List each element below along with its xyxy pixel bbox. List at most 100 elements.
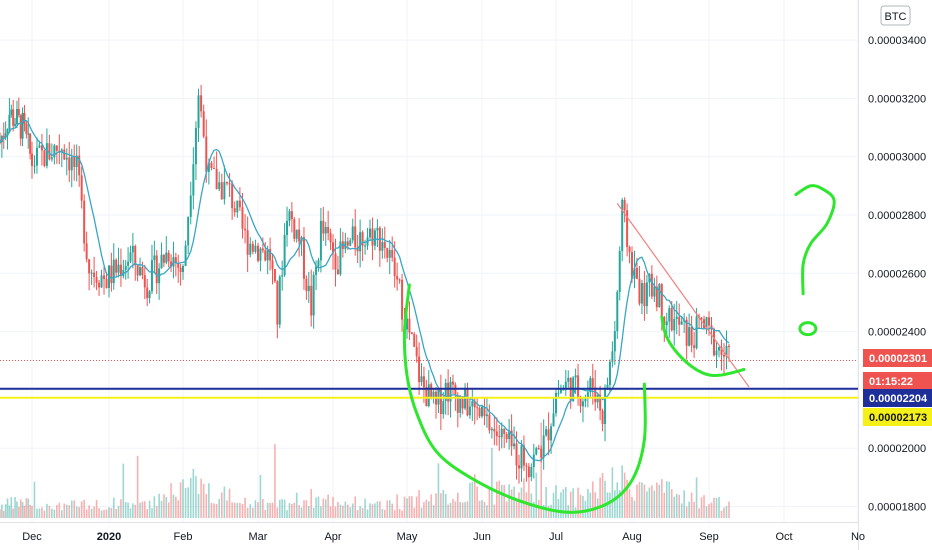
candle-body[interactable] [184,245,187,266]
candle-body[interactable] [63,149,66,160]
candle-body[interactable] [293,219,296,239]
candle-body[interactable] [155,255,158,284]
candle-body[interactable] [665,321,668,326]
currency-badge-box[interactable] [880,5,911,26]
currency-badge[interactable]: BTC [880,5,911,26]
candle-body[interactable] [310,285,313,316]
candle-body[interactable] [286,220,289,235]
candle-body[interactable] [498,436,501,438]
candle-body[interactable] [80,175,83,201]
candle-body[interactable] [317,260,320,267]
candle-body[interactable] [202,111,205,137]
candle-body[interactable] [425,387,428,407]
candle-body[interactable] [383,242,386,248]
candle-body[interactable] [391,249,394,258]
candle-body[interactable] [31,153,33,166]
candle-body[interactable] [302,237,305,279]
candle-body[interactable] [119,264,122,277]
candle-body[interactable] [476,407,479,409]
candle-body[interactable] [555,392,557,414]
candle-body[interactable] [174,257,177,263]
candle-body[interactable] [349,240,352,246]
candle-body[interactable] [35,147,38,166]
candle-body[interactable] [236,200,239,213]
candle-body[interactable] [618,250,621,292]
candle-body[interactable] [269,249,272,261]
candle-body[interactable] [139,267,142,276]
candle-body[interactable] [281,275,284,277]
candle-body[interactable] [210,162,213,168]
candle-body[interactable] [690,327,693,346]
candle-body[interactable] [574,375,577,378]
candle-body[interactable] [15,108,18,124]
candle-body[interactable] [165,252,168,263]
question-mark-dot[interactable] [798,321,818,337]
candle-body[interactable] [110,265,113,284]
candle-body[interactable] [535,448,538,455]
candle-body[interactable] [449,381,452,402]
candle-body[interactable] [218,182,221,190]
candle-body[interactable] [520,445,523,469]
candle-body[interactable] [205,136,208,172]
candle-body[interactable] [359,232,362,252]
candle-body[interactable] [678,316,681,325]
candle-body[interactable] [259,248,262,261]
candle-body[interactable] [344,241,347,250]
candle-body[interactable] [456,395,459,413]
candle-body[interactable] [246,230,249,255]
candle-body[interactable] [532,454,535,468]
candle-body[interactable] [257,245,259,261]
candle-body[interactable] [162,254,165,263]
candle-body[interactable] [668,308,671,322]
candle-body[interactable] [40,145,43,151]
candle-body[interactable] [4,133,7,138]
candle-body[interactable] [283,234,286,276]
candle-body[interactable] [167,252,170,262]
candle-body[interactable] [594,387,597,403]
candle-body[interactable] [228,183,231,185]
candle-body[interactable] [10,109,13,115]
candle-body[interactable] [577,375,580,397]
candle-body[interactable] [408,318,411,333]
candle-body[interactable] [153,255,156,261]
candle-body[interactable] [238,200,241,208]
candle-body[interactable] [150,260,153,292]
candle-body[interactable] [508,430,511,440]
candle-body[interactable] [249,243,252,255]
candle-body[interactable] [401,279,404,320]
candle-body[interactable] [705,317,708,329]
handle-annotation[interactable] [660,315,746,377]
candle-body[interactable] [515,443,518,466]
candle-body[interactable] [70,156,73,171]
candle-body[interactable] [136,265,139,276]
drawings[interactable] [402,184,836,514]
candle-body[interactable] [493,428,496,432]
candle-body[interactable] [495,431,498,437]
candle-body[interactable] [525,465,528,467]
candle-body[interactable] [254,245,257,252]
candle-body[interactable] [197,95,200,129]
descending-trendline[interactable] [616,202,750,388]
candle-body[interactable] [220,182,223,200]
candle-body[interactable] [75,155,78,167]
candle-body[interactable] [396,276,399,280]
candle-body[interactable] [17,108,20,116]
candle-body[interactable] [427,384,430,407]
candle-body[interactable] [53,145,56,158]
candle-body[interactable] [192,164,195,196]
candle-body[interactable] [386,247,389,258]
candle-body[interactable] [638,278,641,304]
candle-body[interactable] [273,269,276,282]
candle-body[interactable] [189,195,192,217]
candle-body[interactable] [179,267,182,272]
candle-body[interactable] [490,428,493,431]
candle-body[interactable] [537,448,540,450]
candle-body[interactable] [141,267,144,276]
candle-body[interactable] [332,242,334,254]
candle-body[interactable] [591,378,594,388]
candle-body[interactable] [127,261,130,266]
candle-body[interactable] [604,387,607,425]
candle-body[interactable] [55,145,58,151]
candle-body[interactable] [510,430,513,447]
candle-body[interactable] [298,229,301,242]
